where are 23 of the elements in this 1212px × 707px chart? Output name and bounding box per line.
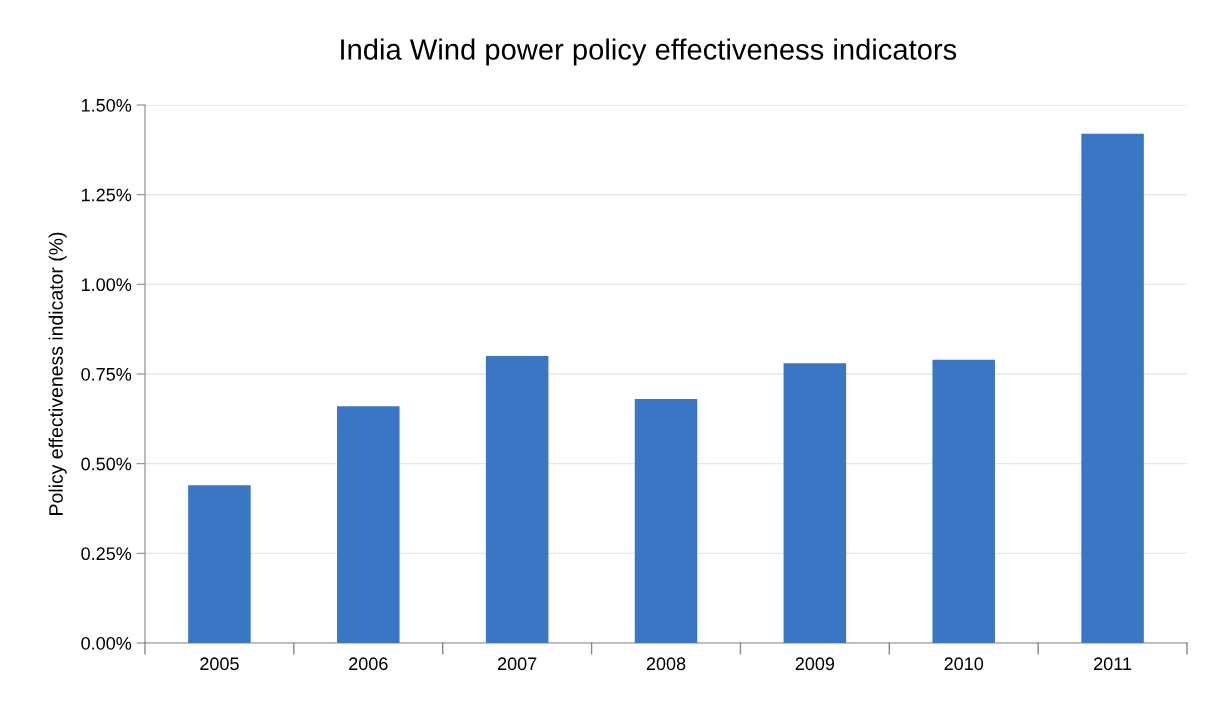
y-tick-label: 0.50% bbox=[81, 457, 132, 471]
bar bbox=[932, 359, 995, 643]
y-tick-label: 1.00% bbox=[81, 278, 132, 292]
x-tick-label: 2007 bbox=[497, 657, 537, 671]
bar bbox=[337, 406, 400, 643]
x-tick-label: 2005 bbox=[200, 657, 239, 671]
bar bbox=[634, 399, 698, 643]
y-tick-label: 1.50% bbox=[81, 98, 132, 112]
x-tick-label: 2006 bbox=[349, 657, 388, 671]
bar bbox=[188, 485, 251, 643]
bar bbox=[485, 356, 549, 643]
y-tick-label: 0.25% bbox=[81, 547, 132, 561]
x-tick-label: 2009 bbox=[795, 657, 835, 671]
y-axis-title: Policy effectiveness indicator (%) bbox=[48, 232, 67, 515]
y-tick-label: 0.75% bbox=[81, 367, 132, 381]
y-tick-label: 0.00% bbox=[81, 636, 132, 650]
x-tick-label: 2011 bbox=[1094, 657, 1132, 671]
bar bbox=[1081, 133, 1144, 643]
x-tick-label: 2008 bbox=[646, 657, 686, 671]
chart-title: India Wind power policy effectiveness indicators bbox=[341, 38, 957, 66]
x-tick-label: 2010 bbox=[944, 657, 984, 671]
bar bbox=[783, 363, 847, 643]
y-tick-label: 1.25% bbox=[81, 188, 132, 202]
